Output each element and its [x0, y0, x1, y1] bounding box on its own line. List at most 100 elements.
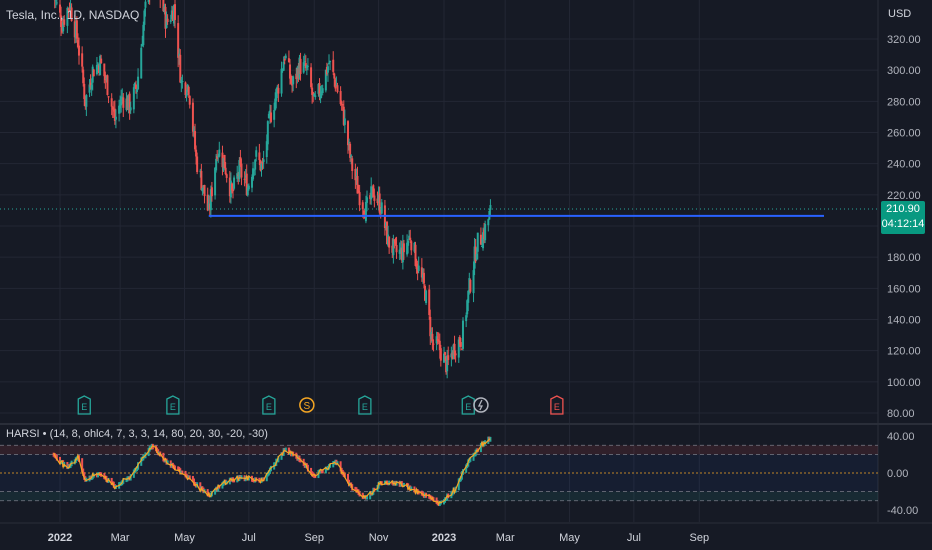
harsi-bar	[321, 469, 324, 474]
candle-body	[458, 336, 461, 345]
price-axis[interactable]: 320.00300.00280.00260.00240.00220.00200.…	[887, 34, 921, 420]
candle-body	[200, 170, 203, 190]
candle-body	[120, 96, 123, 106]
rsi-line	[53, 438, 491, 506]
candle-body	[339, 91, 342, 105]
candle-body	[342, 106, 345, 125]
candle-body	[275, 89, 278, 101]
harsi-bar	[284, 447, 287, 452]
harsi-bar	[236, 475, 239, 483]
harsi-bar	[55, 454, 58, 461]
time-tick-label: Mar	[111, 532, 130, 544]
harsi-bar	[166, 460, 169, 465]
candle-body	[113, 108, 116, 121]
candle-body	[295, 73, 298, 80]
harsi-bar	[258, 477, 261, 483]
candle-body	[163, 6, 166, 13]
candle-body	[475, 253, 478, 260]
indicator-axis[interactable]: 40.00 0.00 -40.00	[887, 431, 918, 517]
symbol-legend[interactable]: Tesla, Inc., 1D, NASDAQ	[6, 8, 140, 22]
candle-body	[461, 320, 464, 349]
indicator-legend[interactable]: HARSI • (14, 8, ohlc4, 7, 3, 3, 14, 80, …	[6, 428, 268, 440]
candle-body	[255, 150, 258, 157]
candle-body	[319, 93, 322, 99]
candle-body	[402, 243, 405, 253]
time-axis[interactable]: 2022 Mar May Jul Sep Nov 2023 Mar May Jul Sep	[48, 532, 709, 544]
harsi-bar	[83, 472, 86, 480]
harsi-bar	[354, 486, 357, 491]
candle-body	[365, 197, 368, 203]
harsi-bar	[334, 459, 337, 465]
candle-body	[251, 176, 253, 188]
candle-body	[371, 186, 374, 190]
candle-body	[384, 222, 387, 227]
price-tick-label: 220.00	[887, 190, 921, 202]
harsi-bar	[402, 482, 405, 487]
candle-body	[444, 352, 447, 355]
harsi-bar	[468, 458, 471, 464]
harsi-bar	[191, 475, 194, 483]
candle-body	[244, 175, 247, 178]
currency-label: USD	[888, 8, 912, 20]
harsi-bar	[158, 451, 161, 456]
candle-body	[354, 168, 357, 181]
candle-body	[443, 353, 445, 363]
candle-body	[447, 355, 450, 360]
harsi-bar	[362, 495, 365, 500]
candle-body	[276, 86, 279, 93]
candle-body	[321, 88, 324, 93]
candle-body	[378, 193, 381, 213]
candle-body	[409, 237, 412, 241]
candle-body	[62, 22, 65, 32]
candle-body	[208, 204, 211, 210]
candle-body	[246, 187, 249, 196]
candle-body	[282, 61, 285, 71]
candle-body	[395, 245, 398, 253]
candle-body	[181, 80, 184, 83]
candle-body	[110, 98, 113, 107]
candle-body	[343, 118, 346, 125]
candle-body	[173, 4, 176, 20]
harsi-bar	[187, 475, 190, 480]
candle-body	[210, 187, 213, 197]
price-candles	[53, 0, 492, 379]
candle-body	[422, 272, 425, 284]
harsi-bar	[391, 480, 394, 485]
candle-body	[325, 66, 328, 75]
candle-body	[81, 53, 84, 67]
candle-body	[188, 95, 191, 105]
candle-body	[98, 65, 101, 73]
harsi-bar	[173, 465, 176, 471]
harsi-bar	[82, 468, 85, 476]
candle-body	[75, 20, 78, 39]
candle-body	[401, 243, 404, 263]
harsi-bar	[199, 482, 202, 492]
harsi-bar	[459, 475, 462, 482]
candle-body	[141, 43, 144, 47]
candle-body	[379, 212, 382, 214]
candle-body	[310, 67, 313, 88]
candle-body	[348, 142, 351, 144]
candle-body	[162, 0, 165, 12]
candle-body	[484, 223, 487, 241]
candle-body	[129, 107, 132, 111]
harsi-bar	[469, 457, 472, 462]
time-tick-label: May	[559, 532, 580, 544]
split-marker	[299, 397, 315, 413]
candle-body	[114, 116, 117, 120]
time-tick-label: Sep	[690, 532, 710, 544]
candle-body	[351, 158, 354, 171]
candle-body	[122, 97, 125, 108]
candle-body	[229, 180, 232, 198]
harsi-bar	[95, 473, 98, 478]
candle-body	[430, 331, 433, 340]
candle-body	[476, 232, 479, 252]
harsi-bar	[287, 447, 290, 456]
candle-body	[240, 163, 243, 178]
candle-body	[410, 241, 413, 251]
candle-body	[209, 189, 212, 211]
price-tick-label: 320.00	[887, 34, 921, 46]
candle-body	[408, 235, 411, 240]
